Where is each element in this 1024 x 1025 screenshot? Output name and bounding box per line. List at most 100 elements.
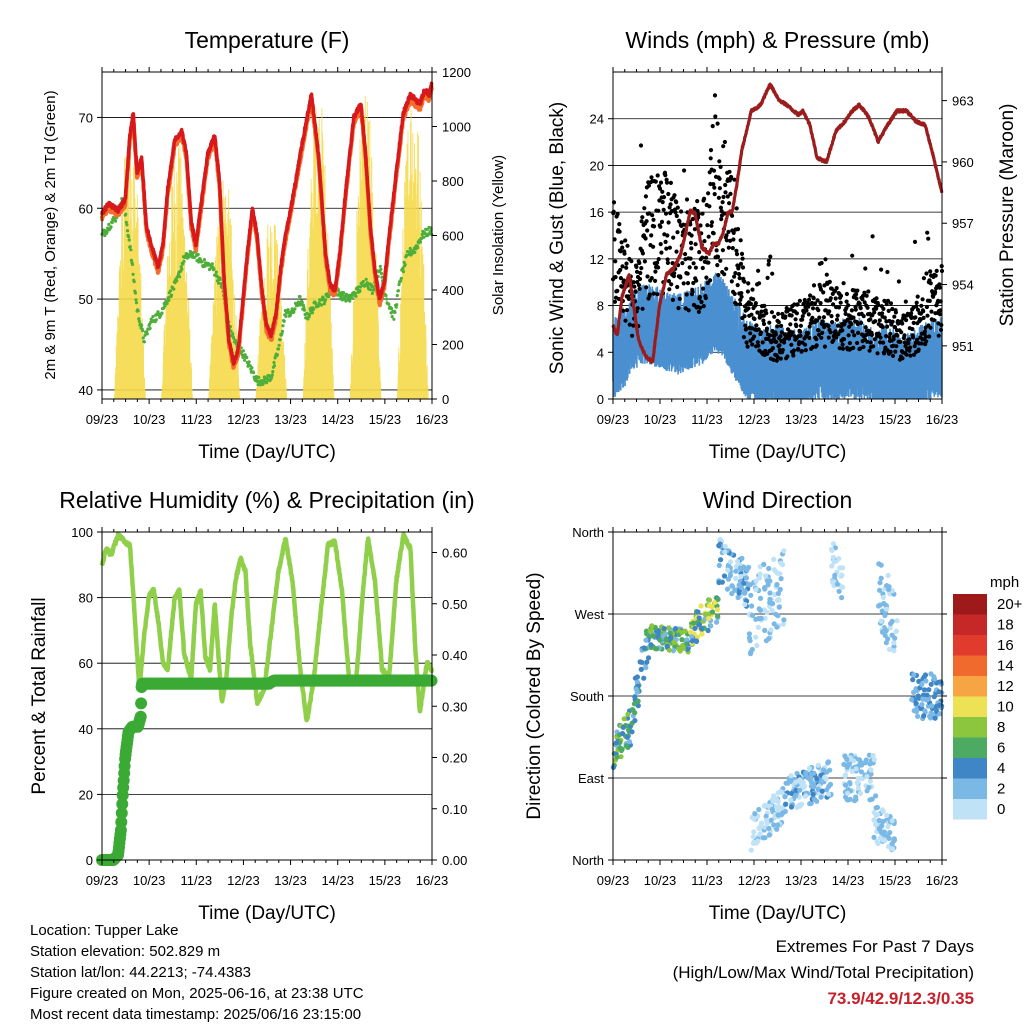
direction-point [631,701,638,707]
direction-point [684,637,690,643]
direction-point [618,754,624,760]
direction-point [767,596,773,602]
direction-point [808,771,814,778]
plot-frame [101,531,433,861]
direction-point [775,590,782,597]
chart-title: Temperature (F) [185,27,350,53]
legend-label: 8 [997,719,1005,736]
direction-point [855,785,862,791]
direction-point [762,615,768,621]
direction-point [716,543,722,549]
y-tick-label: North [572,853,604,868]
direction-point [757,575,763,581]
direction-point [732,587,738,593]
direction-point [751,829,757,835]
direction-point [922,672,929,678]
direction-point [916,695,922,701]
direction-point [757,831,763,837]
direction-point [876,817,882,824]
direction-point [743,575,750,581]
direction-point [842,773,848,779]
direction-point [913,706,919,713]
direction-point [621,716,627,722]
direction-point [871,817,877,823]
legend-swatch [953,758,987,779]
direction-point [892,635,898,641]
legend-swatch [953,696,987,717]
x-tick-label: 16/23 [416,412,449,427]
chart-temperature: 09/23 10/23 11/23 12/23 13/23 14/23 15/23 16/23… [42,27,507,463]
direction-point [923,678,929,684]
direction-point [854,780,861,786]
direction-point [774,597,781,604]
direction-point [722,549,728,555]
direction-point [881,829,888,835]
direction-point [827,767,833,773]
direction-point [753,634,759,640]
direction-point [765,582,771,588]
direction-point [715,613,721,619]
direction-point [889,818,895,824]
direction-point [778,576,784,582]
direction-point [885,824,891,830]
direction-point [661,626,667,632]
elevation-text: Station elevation: 502.829 m [30,943,221,960]
direction-point [755,838,761,844]
y-tick-label: 0 [597,392,604,407]
y-tick-label: 20 [590,158,604,173]
direction-point [688,629,694,636]
direction-point [696,622,703,628]
legend-title: mph [990,574,1019,591]
direction-point [782,794,788,800]
direction-point [693,638,700,644]
direction-point [783,780,789,786]
legend-swatch [953,676,987,697]
direction-point [936,702,942,709]
direction-point [757,824,764,830]
direction-point [886,646,893,653]
direction-point [909,697,915,703]
direction-point [788,797,794,803]
direction-point [655,628,661,634]
y-tick-label: North [572,525,604,540]
direction-point [866,784,872,791]
direction-point [657,637,663,643]
x-tick-label: 12/23 [738,412,771,427]
direction-point [716,562,722,569]
direction-point [876,825,883,832]
direction-point [766,636,772,642]
direction-point [815,762,821,768]
y-tick-label: 60 [79,656,93,671]
direction-point [891,644,897,650]
direction-point [822,774,828,781]
direction-point [762,824,768,830]
y2-tick-label: 0.00 [442,853,467,868]
legend-label: 12 [997,678,1014,695]
direction-point [873,805,879,811]
direction-point [762,627,768,634]
direction-point [744,567,750,573]
direction-point [838,573,844,579]
direction-point [810,791,816,798]
direction-point [877,587,883,593]
pressure-series [611,82,944,364]
direction-point [873,812,879,819]
x-tick-label: 15/23 [879,873,912,888]
direction-point [679,637,685,643]
y-tick-label: 4 [597,345,604,360]
direction-point [849,768,855,775]
direction-point [871,757,877,763]
direction-point [891,838,897,844]
direction-point [845,790,851,796]
direction-point [830,554,836,560]
direction-point [766,825,772,832]
direction-point [757,595,764,601]
direction-point [712,599,718,606]
direction-point [773,796,779,802]
y2-tick-label: 400 [442,283,464,298]
direction-point [770,601,776,607]
direction-point [883,628,889,634]
direction-point [766,832,773,838]
direction-point [774,570,780,576]
